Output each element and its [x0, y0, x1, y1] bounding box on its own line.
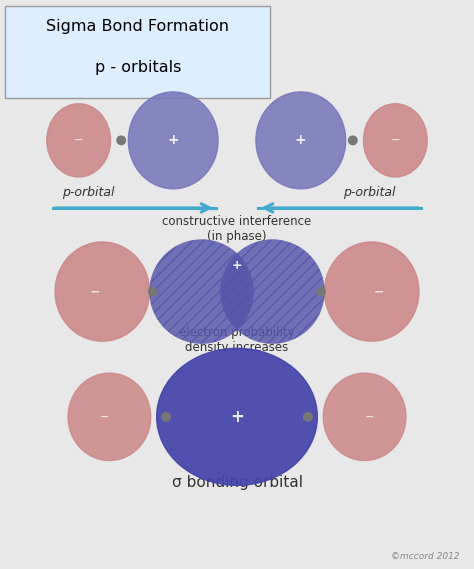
Text: +: +: [167, 133, 179, 147]
Circle shape: [317, 287, 325, 296]
Text: p - orbitals: p - orbitals: [95, 60, 181, 75]
Ellipse shape: [324, 242, 419, 341]
Circle shape: [149, 287, 157, 296]
Text: Sigma Bond Formation: Sigma Bond Formation: [46, 19, 229, 35]
Ellipse shape: [364, 104, 427, 177]
Ellipse shape: [156, 348, 318, 485]
Text: +: +: [232, 259, 242, 272]
Ellipse shape: [47, 104, 110, 177]
Ellipse shape: [256, 92, 346, 189]
Circle shape: [348, 136, 357, 145]
Ellipse shape: [323, 373, 406, 460]
Text: +: +: [230, 408, 244, 426]
Circle shape: [162, 413, 170, 421]
FancyBboxPatch shape: [5, 6, 270, 98]
Ellipse shape: [128, 92, 218, 189]
Ellipse shape: [55, 242, 150, 341]
Text: −: −: [374, 285, 384, 298]
Text: −: −: [74, 135, 83, 145]
Text: σ bonding orbital: σ bonding orbital: [172, 475, 302, 489]
Text: −: −: [391, 135, 400, 145]
Text: −: −: [90, 285, 100, 298]
Text: −: −: [365, 412, 374, 422]
Circle shape: [304, 413, 312, 421]
Text: +: +: [295, 133, 307, 147]
Ellipse shape: [220, 240, 324, 344]
Text: p-orbital: p-orbital: [62, 186, 114, 199]
Text: electron probability
density increases: electron probability density increases: [179, 326, 295, 354]
Ellipse shape: [150, 240, 254, 344]
Text: ©mccord 2012: ©mccord 2012: [391, 552, 459, 561]
Text: p-orbital: p-orbital: [343, 186, 396, 199]
Text: −: −: [100, 412, 109, 422]
Ellipse shape: [68, 373, 151, 460]
Circle shape: [117, 136, 126, 145]
Text: constructive interference
(in phase): constructive interference (in phase): [163, 215, 311, 243]
